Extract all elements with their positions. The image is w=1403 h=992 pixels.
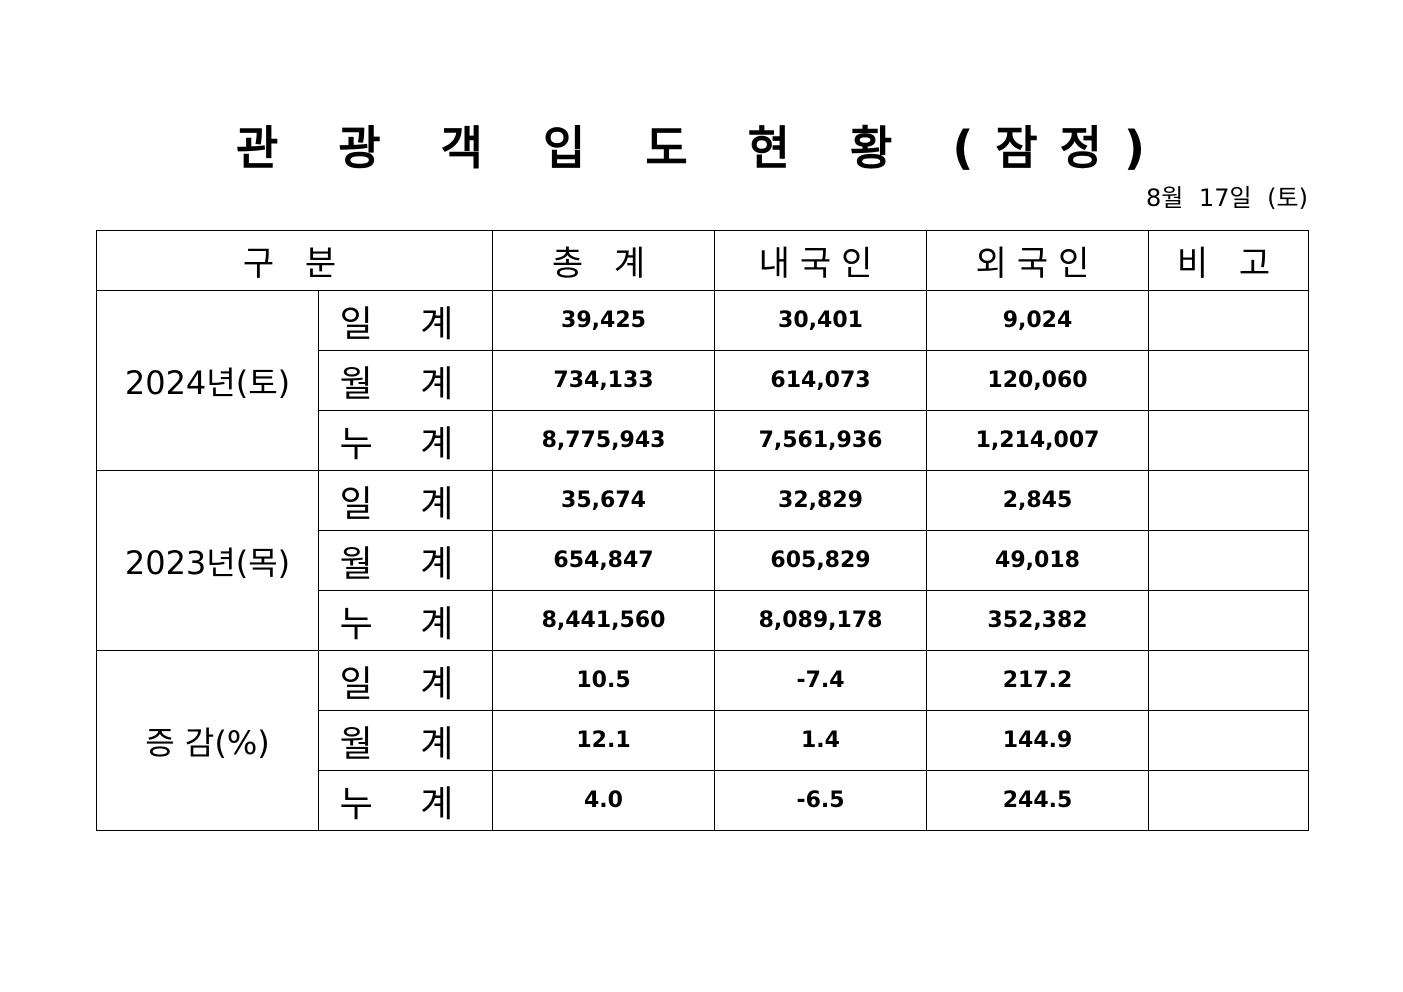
value-cell: 2,845 (926, 470, 1149, 531)
value-cell: 35,674 (492, 470, 715, 531)
data-row: 2023년(목) 일 계 35,674 32,829 2,845 (96, 470, 1309, 651)
row-label: 월 계 (318, 530, 493, 591)
value-cell: 8,775,943 (492, 410, 715, 471)
value-cell: 614,073 (714, 350, 927, 411)
data-row: 누 계 8,775,943 7,561,936 1,214,007 (97, 410, 1309, 471)
data-row: 월 계 654,847 605,829 49,018 (97, 530, 1309, 591)
row-label: 월 계 (318, 710, 493, 771)
value-cell: 30,401 (714, 290, 927, 351)
remark-cell (1148, 290, 1309, 351)
data-row: 월 계 12.1 1.4 144.9 (97, 710, 1309, 771)
value-cell: 32,829 (714, 470, 927, 531)
row-label: 일 계 (318, 290, 493, 351)
row-label: 일 계 (318, 470, 493, 531)
value-cell: -6.5 (714, 770, 927, 831)
data-row: 누 계 4.0 -6.5 244.5 (97, 770, 1309, 831)
value-cell: 352,382 (926, 590, 1149, 651)
column-header: 총 계 (492, 230, 715, 291)
remark-cell (1148, 530, 1309, 591)
row-label: 일 계 (318, 650, 493, 711)
value-cell: 244.5 (926, 770, 1149, 831)
data-row: 누 계 8,441,560 8,089,178 352,382 (97, 590, 1309, 651)
value-cell: 7,561,936 (714, 410, 927, 471)
data-row: 증 감(%) 일 계 10.5 -7.4 217.2 (96, 650, 1309, 831)
row-label: 누 계 (318, 410, 493, 471)
remark-cell (1148, 410, 1309, 471)
value-cell: 4.0 (492, 770, 715, 831)
group-label: 2023년(목) (96, 470, 319, 651)
row-label: 월 계 (318, 350, 493, 411)
value-cell: 734,133 (492, 350, 715, 411)
column-header: 구 분 (96, 230, 493, 291)
date: 8월 17일 (토) (1145, 184, 1308, 212)
value-cell: 120,060 (926, 350, 1149, 411)
remark-cell (1148, 770, 1309, 831)
value-cell: 654,847 (492, 530, 715, 591)
value-cell: 10.5 (492, 650, 715, 711)
value-cell: 49,018 (926, 530, 1149, 591)
remark-cell (1148, 350, 1309, 411)
value-cell: 144.9 (926, 710, 1149, 771)
column-header: 비 고 (1148, 230, 1309, 291)
title: 관 광 객 입 도 현 황 (잠정) (235, 121, 1168, 175)
value-cell: 39,425 (492, 290, 715, 351)
remark-cell (1148, 470, 1309, 531)
value-cell: 1.4 (714, 710, 927, 771)
value-cell: 12.1 (492, 710, 715, 771)
column-header: 외국인 (926, 230, 1149, 291)
column-header: 내국인 (714, 230, 927, 291)
row-label: 누 계 (318, 770, 493, 831)
remark-cell (1148, 710, 1309, 771)
data-row: 2024년(토) 일 계 39,425 30,401 9,024 (96, 290, 1309, 471)
row-label: 누 계 (318, 590, 493, 651)
group-label: 2024년(토) (96, 290, 319, 471)
value-cell: 9,024 (926, 290, 1149, 351)
value-cell: -7.4 (714, 650, 927, 711)
value-cell: 605,829 (714, 530, 927, 591)
remark-cell (1148, 650, 1309, 711)
remark-cell (1148, 590, 1309, 651)
value-cell: 1,214,007 (926, 410, 1149, 471)
value-cell: 8,441,560 (492, 590, 715, 651)
group-label: 증 감(%) (96, 650, 319, 831)
value-cell: 8,089,178 (714, 590, 927, 651)
value-cell: 217.2 (926, 650, 1149, 711)
